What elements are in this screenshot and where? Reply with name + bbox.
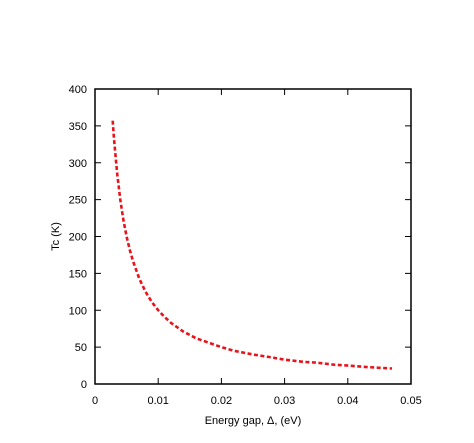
- y-axis-label: Tc (K): [50, 222, 62, 251]
- y-tick-label: 250: [69, 195, 87, 207]
- y-axis-ticks: 0 50 100 150 200 250 300 350 400: [69, 84, 411, 391]
- x-tick-label: 0.01: [147, 395, 168, 407]
- x-axis-label: Energy gap, Δ, (eV): [205, 415, 302, 427]
- y-tick-label: 150: [69, 268, 87, 280]
- x-tick-label: 0.03: [274, 395, 295, 407]
- y-tick-label: 0: [81, 379, 87, 391]
- series-layer: [111, 120, 393, 370]
- x-tick-label: 0.02: [211, 395, 232, 407]
- y-tick-label: 400: [69, 84, 87, 96]
- plot-frame: [94, 88, 412, 385]
- series-line: [111, 120, 393, 370]
- y-tick-label: 50: [75, 342, 87, 354]
- y-tick-label: 350: [69, 121, 87, 133]
- y-tick-label: 200: [69, 232, 87, 244]
- x-axis-ticks: 0 0.01 0.02 0.03 0.04 0.05: [92, 89, 422, 407]
- y-tick-label: 300: [69, 158, 87, 170]
- x-tick-label: 0.04: [337, 395, 358, 407]
- y-tick-label: 100: [69, 305, 87, 317]
- x-tick-label: 0.05: [400, 395, 421, 407]
- x-tick-label: 0: [92, 395, 98, 407]
